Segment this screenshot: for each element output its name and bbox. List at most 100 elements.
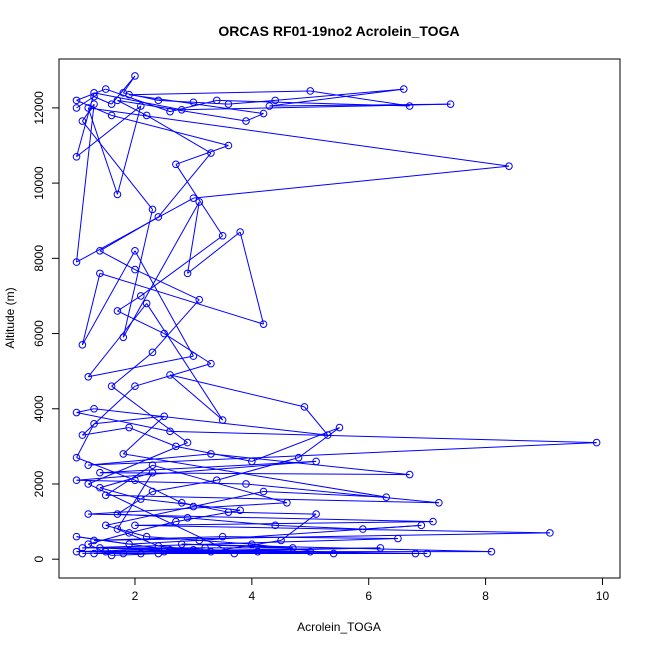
series-line-segment xyxy=(163,333,212,365)
data-point xyxy=(160,329,168,338)
series-line-segment xyxy=(99,216,159,252)
data-point xyxy=(72,152,81,161)
series-line-segment xyxy=(99,547,416,555)
series-line-segment xyxy=(187,231,241,274)
data-point xyxy=(78,544,87,552)
series-line-segment xyxy=(76,423,95,458)
series-line-segment xyxy=(181,543,492,553)
data-point xyxy=(423,549,431,558)
data-point xyxy=(183,514,192,522)
data-point xyxy=(306,547,315,556)
data-point xyxy=(183,438,192,447)
series-line-segment xyxy=(88,107,510,167)
data-point xyxy=(148,487,157,496)
data-point xyxy=(306,87,315,95)
series-line-segment xyxy=(99,272,264,325)
series-line-segment xyxy=(76,536,171,551)
data-point xyxy=(113,190,122,199)
data-point xyxy=(218,532,227,541)
data-point xyxy=(277,536,285,545)
data-point xyxy=(90,89,98,97)
data-point xyxy=(242,480,250,488)
data-point xyxy=(72,104,81,112)
data-point xyxy=(394,534,402,543)
series-line-segment xyxy=(88,483,235,555)
data-point xyxy=(107,551,116,560)
y-tick-label: 0 xyxy=(32,556,46,563)
data-point xyxy=(119,450,128,458)
series-line-segment xyxy=(82,427,130,436)
data-point xyxy=(78,117,87,125)
series-line-segment xyxy=(187,201,200,274)
series-line-segment xyxy=(263,491,387,498)
data-point xyxy=(248,457,256,466)
data-point xyxy=(271,521,280,530)
series-line-segment xyxy=(94,408,328,436)
data-point xyxy=(148,468,157,477)
data-point xyxy=(84,372,93,381)
series-line-segment xyxy=(310,90,410,107)
data-point xyxy=(90,549,98,558)
series-line-segment xyxy=(105,506,194,526)
series-line-segment xyxy=(94,415,165,425)
y-axis-label: Altitude (m) xyxy=(3,287,17,348)
series-line-segment xyxy=(116,105,142,195)
data-point xyxy=(201,544,209,552)
data-point xyxy=(324,431,332,439)
data-point xyxy=(405,470,414,479)
data-point xyxy=(148,205,157,214)
data-point xyxy=(218,416,227,424)
series-line-segment xyxy=(117,491,153,515)
y-tick-label: 6000 xyxy=(32,320,46,347)
series-line-segment xyxy=(170,430,597,444)
data-point xyxy=(78,431,87,439)
series-line-segment xyxy=(210,453,410,476)
data-point xyxy=(505,162,513,170)
data-point xyxy=(230,549,239,558)
data-point xyxy=(72,96,81,105)
series-line-segment xyxy=(169,374,305,408)
data-point xyxy=(224,141,233,150)
series-line-segment xyxy=(88,442,597,466)
series-line-segment xyxy=(152,479,217,492)
series-line-segment xyxy=(134,269,200,301)
data-point xyxy=(113,307,122,315)
data-point xyxy=(154,213,163,221)
data-point xyxy=(177,540,186,548)
series-line-segment xyxy=(146,536,252,545)
series-line-segment xyxy=(99,460,317,474)
data-point xyxy=(101,491,110,500)
series-line-segment xyxy=(81,250,136,346)
series-line-segment xyxy=(275,88,404,101)
data-point xyxy=(376,544,385,552)
data-point xyxy=(166,545,174,554)
series-line-segment xyxy=(129,539,200,545)
data-point xyxy=(84,104,93,112)
y-tick-label: 4000 xyxy=(32,395,46,422)
data-point xyxy=(84,540,93,548)
data-point xyxy=(72,408,81,417)
data-point xyxy=(131,382,139,390)
data-point xyxy=(84,510,93,518)
data-point xyxy=(359,525,367,533)
data-point xyxy=(236,506,244,515)
series-line-segment xyxy=(123,453,387,498)
series-line-segment xyxy=(175,145,229,165)
series-line-segment xyxy=(117,99,247,122)
data-point xyxy=(131,265,139,274)
series-line-segment xyxy=(251,543,334,555)
data-point xyxy=(90,92,98,101)
x-axis: 2 4 6 8 10 xyxy=(132,577,610,603)
data-point xyxy=(435,498,443,507)
data-point xyxy=(72,532,81,541)
series-line-segment xyxy=(117,528,159,547)
data-point xyxy=(78,341,87,349)
data-point xyxy=(207,149,215,157)
series-line-segment xyxy=(140,235,223,297)
data-point xyxy=(248,540,256,548)
x-tick-label: 10 xyxy=(596,589,610,603)
data-point xyxy=(253,547,262,556)
series-line-segment xyxy=(216,457,299,481)
series-line-segment xyxy=(269,88,404,107)
